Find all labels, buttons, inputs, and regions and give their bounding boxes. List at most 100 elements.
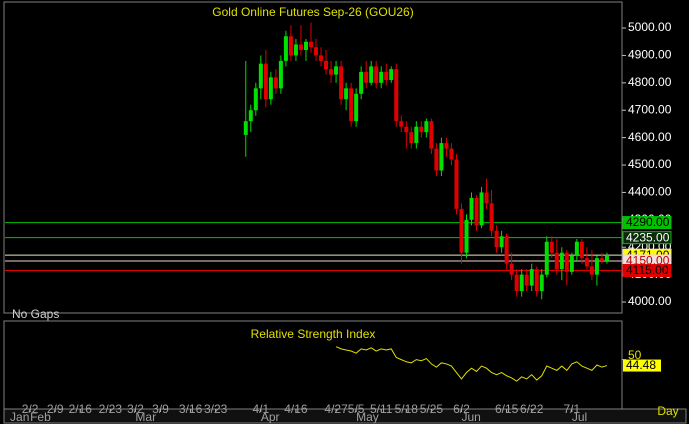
candle-body bbox=[584, 258, 589, 267]
candle-body bbox=[263, 63, 268, 100]
candle-body bbox=[499, 236, 504, 248]
month-label: Mar bbox=[135, 410, 156, 424]
candle-body bbox=[414, 126, 419, 144]
candle-body bbox=[248, 110, 253, 122]
level-box bbox=[622, 231, 672, 245]
candle-body bbox=[579, 241, 584, 259]
y-tick-label: 4900.00 bbox=[628, 48, 672, 62]
candle-body bbox=[283, 36, 288, 61]
candle-body bbox=[444, 143, 449, 149]
candle-body bbox=[509, 263, 514, 275]
candle-body bbox=[589, 266, 594, 275]
candle-body bbox=[394, 69, 399, 122]
candle-body bbox=[374, 66, 379, 83]
candle-body bbox=[288, 36, 293, 56]
candle-body bbox=[334, 66, 339, 75]
candle-body bbox=[314, 47, 319, 56]
candle-body bbox=[449, 148, 454, 160]
level-label: 4115.00 bbox=[626, 263, 669, 277]
x-tick-label: 3/9 bbox=[152, 402, 169, 416]
candle-body bbox=[574, 241, 579, 256]
month-label: Feb bbox=[30, 410, 51, 424]
candle-body bbox=[349, 88, 354, 122]
candle-body bbox=[534, 269, 539, 292]
candle-body bbox=[369, 66, 374, 83]
x-tick-label: 3/2 bbox=[127, 402, 144, 416]
chart-title: Gold Online Futures Sep-26 (GOU26) bbox=[212, 5, 413, 19]
candle-body bbox=[364, 71, 369, 83]
candle-body bbox=[298, 44, 303, 50]
x-unit: Day bbox=[657, 404, 678, 418]
y-tick-label: 5000.00 bbox=[628, 20, 672, 34]
candle-body bbox=[469, 197, 474, 220]
x-tick-label: 7/1 bbox=[563, 402, 580, 416]
x-tick-label: 4/27 bbox=[324, 402, 348, 416]
month-label: Apr bbox=[261, 410, 280, 424]
candle-body bbox=[379, 71, 384, 83]
candle-body bbox=[594, 258, 599, 275]
x-tick-label: 3/16 bbox=[179, 402, 203, 416]
note: No Gaps bbox=[12, 307, 59, 321]
candle-body bbox=[489, 203, 494, 231]
x-tick-label: 5/25 bbox=[420, 402, 444, 416]
y-tick-label: 4400.00 bbox=[628, 185, 672, 199]
x-tick-label: 6/2 bbox=[453, 402, 470, 416]
rsi-line bbox=[335, 346, 608, 382]
candle-body bbox=[559, 252, 564, 270]
price-panel bbox=[3, 1, 623, 314]
candle-body bbox=[464, 219, 469, 253]
candle-body bbox=[454, 159, 459, 209]
month-label: May bbox=[356, 410, 379, 424]
candle-body bbox=[359, 71, 364, 94]
candle-body bbox=[549, 241, 554, 253]
candle-body bbox=[389, 69, 394, 81]
candle-body bbox=[544, 241, 549, 275]
candle-body bbox=[399, 121, 404, 127]
candle-body bbox=[268, 77, 273, 100]
candle-body bbox=[329, 69, 334, 75]
candle-body bbox=[524, 274, 529, 286]
x-tick-label: 4/1 bbox=[252, 402, 269, 416]
candle-body bbox=[253, 88, 258, 111]
rsi-value-box bbox=[623, 359, 661, 372]
y-tick-label: 4500.00 bbox=[628, 157, 672, 171]
x-tick-label: 3/23 bbox=[204, 402, 228, 416]
candle-body bbox=[278, 60, 283, 89]
candle-body bbox=[424, 121, 429, 133]
y-tick-label: 4000.00 bbox=[628, 294, 672, 308]
candle-body bbox=[354, 93, 359, 122]
candle-body bbox=[479, 192, 484, 226]
x-tick-label: 5/11 bbox=[370, 402, 393, 416]
candle-body bbox=[504, 236, 509, 264]
candle-body bbox=[564, 252, 569, 272]
candle-body bbox=[459, 208, 464, 253]
candle-body bbox=[404, 126, 409, 133]
candle-body bbox=[604, 255, 609, 261]
x-tick-label: 6/22 bbox=[520, 402, 544, 416]
candle-body bbox=[293, 44, 298, 56]
level-label: 4290.00 bbox=[626, 215, 670, 229]
candle-body bbox=[439, 143, 444, 171]
candle-body bbox=[308, 41, 313, 48]
x-tick-label: 2/2 bbox=[22, 402, 39, 416]
x-tick-label: 5/18 bbox=[395, 402, 419, 416]
level-label: 4235.00 bbox=[626, 230, 670, 244]
rsi-tick-label: 50 bbox=[628, 348, 642, 362]
candle-body bbox=[419, 126, 424, 133]
rsi-title: Relative Strength Index bbox=[251, 327, 376, 341]
x-tick-label: 5/5 bbox=[348, 402, 365, 416]
level-box bbox=[622, 216, 672, 230]
candle-body bbox=[514, 274, 519, 292]
candle-body bbox=[434, 148, 439, 171]
y-tick-label: 4800.00 bbox=[628, 75, 672, 89]
candle-body bbox=[484, 192, 489, 204]
x-tick-label: 2/16 bbox=[69, 402, 93, 416]
y-tick-label: 4600.00 bbox=[628, 130, 672, 144]
rsi-value-label: 44.48 bbox=[626, 358, 656, 372]
candle-body bbox=[599, 258, 604, 261]
candle-body bbox=[324, 60, 329, 70]
candle-body bbox=[319, 55, 324, 61]
date-strip bbox=[3, 408, 687, 424]
candle-body bbox=[339, 66, 344, 100]
